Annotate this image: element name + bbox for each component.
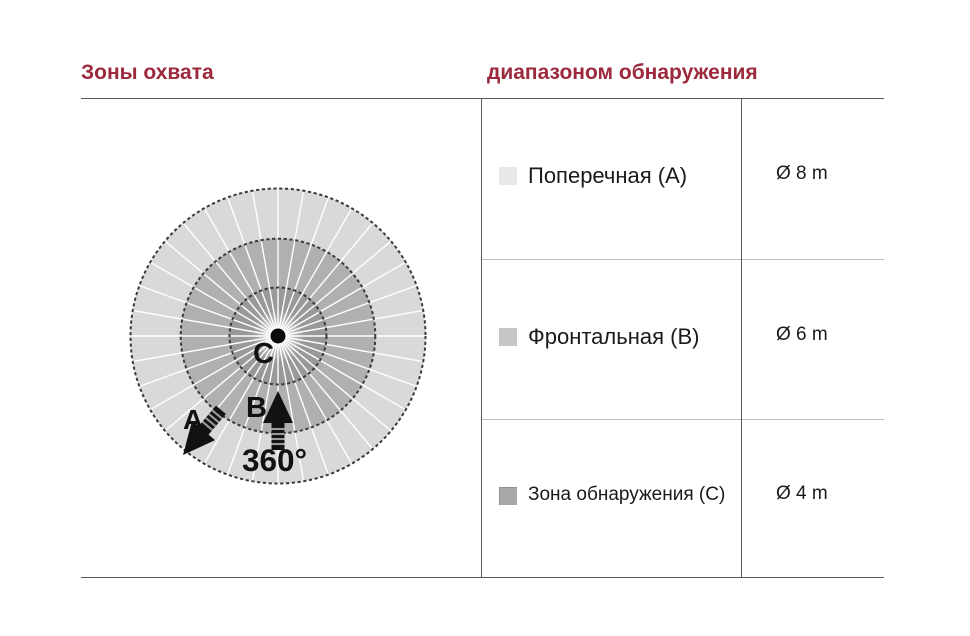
svg-text:C: C [253, 338, 274, 370]
svg-text:B: B [246, 392, 267, 424]
